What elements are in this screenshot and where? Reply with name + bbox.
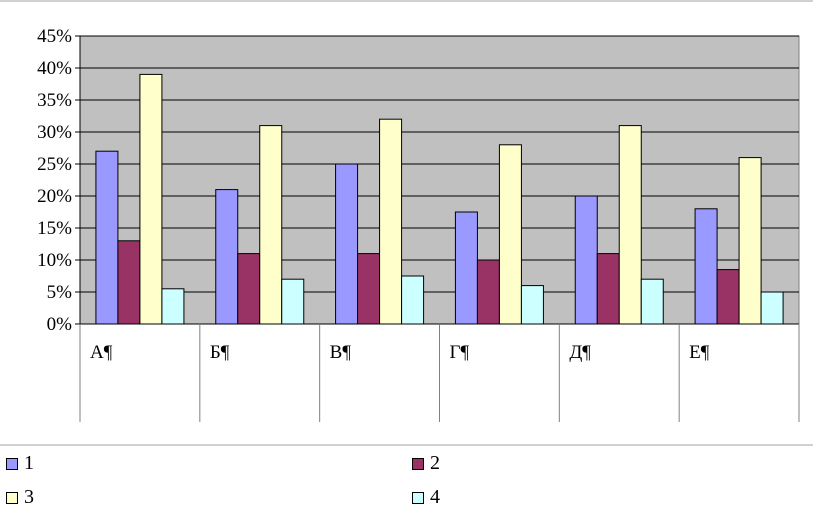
y-tick-label: 35% (37, 90, 72, 111)
bar (281, 278, 305, 325)
bar (259, 125, 283, 325)
category-label: Б¶ (210, 342, 230, 363)
legend-swatch (412, 457, 424, 470)
bar (237, 253, 261, 325)
bar (520, 285, 544, 325)
bar (498, 144, 522, 325)
y-tick-label: 15% (37, 218, 72, 239)
y-tick-label: 20% (37, 186, 72, 207)
legend-label: 2 (430, 452, 440, 474)
category-label: В¶ (330, 342, 352, 363)
bar (95, 150, 119, 325)
bar (574, 195, 598, 325)
bar (476, 259, 500, 325)
legend-label: 3 (24, 486, 34, 508)
y-tick-label: 0% (47, 314, 73, 335)
category-label: А¶ (90, 342, 113, 363)
y-tick-label: 45% (37, 26, 72, 47)
bar (117, 240, 141, 325)
legend-label: 4 (430, 486, 440, 508)
legend-item: 1 (6, 452, 34, 475)
legend-swatch (6, 457, 18, 470)
legend-item: 3 (6, 486, 34, 509)
legend-item: 2 (412, 452, 440, 475)
bar (357, 253, 381, 325)
bar (161, 288, 185, 325)
y-tick-label: 25% (37, 154, 72, 175)
legend-label: 1 (24, 452, 34, 474)
legend-item: 4 (412, 486, 440, 509)
bar (379, 118, 403, 325)
legend-swatch (412, 491, 424, 504)
legend-swatch (6, 491, 18, 504)
y-tick-label: 10% (37, 250, 72, 271)
category-label: Д¶ (569, 342, 591, 363)
y-tick-label: 40% (37, 58, 72, 79)
y-tick-label: 30% (37, 122, 72, 143)
legend: 1 2 3 4 (0, 446, 813, 514)
bar-chart: 0% 5% 10% 15% 20% 25% 30% 35% 40% 45% А¶ Б¶ В¶ Г¶ Д¶ Е¶ (0, 0, 813, 446)
category-label: Е¶ (689, 342, 710, 363)
bar (640, 278, 664, 325)
bar (596, 253, 620, 325)
bar (618, 125, 642, 325)
bar (694, 208, 718, 325)
bar (716, 269, 740, 325)
bar (335, 163, 359, 325)
plot-area (79, 35, 800, 325)
category-label: Г¶ (450, 342, 470, 363)
bar (454, 211, 478, 325)
bar (738, 157, 762, 325)
bar (139, 73, 163, 325)
y-tick-label: 5% (47, 282, 73, 303)
bar (401, 275, 425, 325)
bar (760, 291, 784, 325)
bar (215, 189, 239, 325)
